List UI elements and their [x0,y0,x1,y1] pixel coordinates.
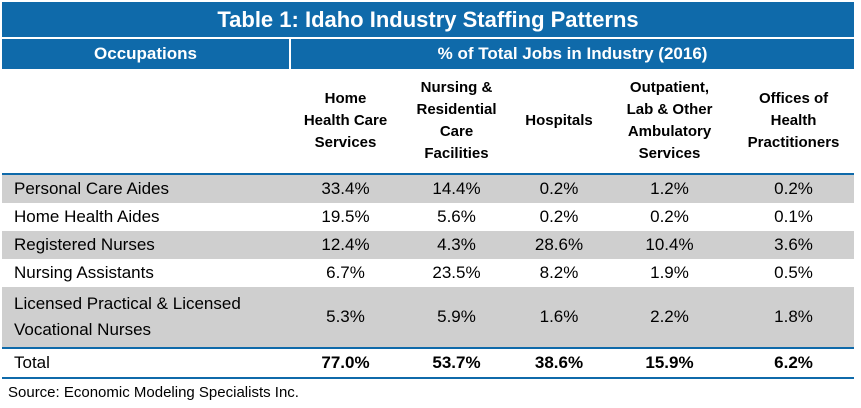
total-label: Total [2,347,290,379]
column-header-line: Hospitals [525,112,593,129]
percent-cell: 5.9% [401,287,512,348]
column-header: Hospitals [512,69,606,175]
occupation-name: Personal Care Aides [2,174,290,203]
percent-cell: 33.4% [290,174,401,203]
percent-cell: 3.6% [733,231,855,259]
percent-cell: 5.6% [437,207,476,226]
column-header-line: Practitioners [747,134,840,151]
occupation-name: Home Health Aides [2,203,290,231]
percent-cell: 1.8% [733,287,855,348]
total-cell: 53.7% [401,347,512,379]
column-header: Nursing & Residential Care Facilities [401,69,512,175]
column-header-line: Residential [416,101,497,118]
percent-cell: 10.4% [606,231,733,259]
percent-cell: 0.5% [774,263,813,282]
occupation-name-line: Licensed Practical & Licensed [14,294,241,313]
column-header: Offices of Health Practitioners [733,69,855,175]
percent-cell: 8.2% [539,263,579,282]
percent-cell: 1.2% [606,174,733,203]
column-header-line: Services [638,145,701,162]
percent-cell: 0.2% [733,174,855,203]
percent-cell: 14.4% [401,174,512,203]
total-cell: 6.2% [733,347,855,379]
total-cell: 77.0% [290,347,401,379]
percent-cell: 0.1% [774,207,813,226]
percent-cell: 0.2% [512,174,606,203]
percent-cell: 23.5% [432,263,481,282]
column-header-line: Outpatient, [629,79,710,96]
column-header-line: Health Care [303,112,388,129]
column-header-line: Health [770,112,817,129]
occupation-name: Nursing Assistants [2,259,290,287]
table-row: Licensed Practical & Licensed Vocational … [2,287,855,348]
occupation-name: Registered Nurses [2,231,290,259]
column-header: Outpatient, Lab & Other Ambulatory Services [606,69,733,175]
table-row: Nursing Assistants 6.7% 23.5% 8.2% 1.9% 0.5% [2,259,854,287]
percent-cell: 12.4% [290,231,401,259]
total-cell: 38.6% [512,347,606,379]
percent-cell: 4.3% [401,231,512,259]
column-header-line: Home [324,90,367,107]
percent-cell: 1.6% [512,287,606,348]
column-header-line: Care [439,123,474,140]
occupation-name-line: Registered Nurses [14,235,155,254]
percent-cell: 2.2% [606,287,733,348]
column-header-line: Nursing & [420,79,493,96]
occupations-header: Occupations [2,37,291,69]
percent-cell: 0.2% [539,207,579,226]
column-header-line: Offices of [758,90,829,107]
column-header-line: Lab & Other [626,101,713,118]
staffing-table-container: Table 1: Idaho Industry Staffing Pattern… [2,2,855,401]
percent-cell: 19.5% [321,207,370,226]
total-row: Total 77.0% 53.7% 38.6% 15.9% 6.2% [2,347,855,379]
column-header-line: Services [314,134,377,151]
percent-cell: 1.9% [650,263,689,282]
percent-cell: 0.2% [650,207,689,226]
column-header: Home Health Care Services [290,69,401,175]
column-header-line: Ambulatory [627,123,712,140]
table-title: Table 1: Idaho Industry Staffing Pattern… [2,2,854,37]
occupation-name-line: Personal Care Aides [14,179,169,198]
percent-cell: 28.6% [512,231,606,259]
percent-cell: 6.7% [326,263,365,282]
column-header-line: Facilities [424,145,489,162]
source-note: Source: Economic Modeling Specialists In… [8,384,299,401]
occupation-name: Licensed Practical & Licensed Vocational … [2,287,290,348]
percent-cell: 5.3% [290,287,401,348]
total-cell: 15.9% [606,347,733,379]
table-row: Registered Nurses 12.4% 4.3% 28.6% 10.4% 3.6% [2,231,855,259]
occupations-subheader-empty [2,69,290,175]
occupation-name-line: Nursing Assistants [14,263,154,282]
group-header: % of Total Jobs in Industry (2016) [290,37,855,69]
occupation-name-line: Vocational Nurses [14,320,152,339]
staffing-table: Occupations % of Total Jobs in Industry … [2,37,855,379]
table-row: Home Health Aides 19.5% 5.6% 0.2% 0.2% 0.1% [2,203,854,231]
table-row: Personal Care Aides 33.4% 14.4% 0.2% 1.2% 0.2… [2,174,855,203]
occupation-name-line: Home Health Aides [14,207,160,226]
